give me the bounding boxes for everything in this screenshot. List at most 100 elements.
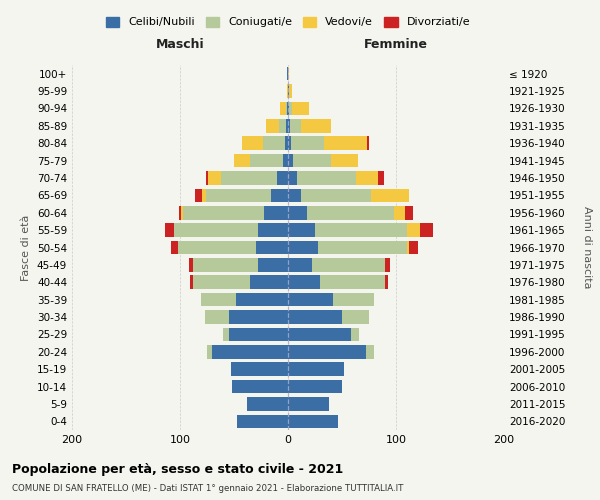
Bar	[288, 240, 318, 254]
Bar	[277, 171, 288, 185]
Bar	[288, 414, 338, 428]
Bar	[385, 276, 388, 289]
Bar	[350, 328, 359, 341]
Bar	[286, 102, 287, 115]
Bar	[206, 171, 208, 185]
Bar	[195, 188, 202, 202]
Bar	[288, 224, 315, 237]
Bar	[264, 206, 288, 220]
Bar	[271, 188, 288, 202]
Bar	[236, 293, 288, 306]
Bar	[356, 171, 377, 185]
Text: Popolazione per età, sesso e stato civile - 2021: Popolazione per età, sesso e stato civil…	[12, 462, 343, 475]
Bar	[190, 276, 193, 289]
Bar	[285, 136, 288, 150]
Bar	[367, 136, 369, 150]
Bar	[172, 240, 178, 254]
Bar	[288, 154, 293, 168]
Bar	[165, 224, 173, 237]
Bar	[287, 67, 288, 80]
Bar	[318, 240, 407, 254]
Bar	[178, 240, 256, 254]
Bar	[237, 414, 288, 428]
Text: Femmine: Femmine	[364, 38, 428, 51]
Bar	[323, 136, 367, 150]
Bar	[283, 154, 288, 168]
Bar	[266, 119, 280, 132]
Bar	[287, 102, 288, 115]
Bar	[206, 188, 271, 202]
Bar	[232, 380, 288, 394]
Bar	[331, 154, 358, 168]
Bar	[229, 310, 288, 324]
Bar	[301, 119, 331, 132]
Bar	[394, 206, 404, 220]
Y-axis label: Fasce di età: Fasce di età	[22, 214, 31, 280]
Bar	[173, 224, 258, 237]
Bar	[334, 293, 374, 306]
Legend: Celibi/Nubili, Coniugati/e, Vedovi/e, Divorziati/e: Celibi/Nubili, Coniugati/e, Vedovi/e, Di…	[101, 12, 475, 32]
Bar	[287, 84, 288, 98]
Bar	[288, 380, 342, 394]
Bar	[288, 293, 334, 306]
Bar	[288, 328, 350, 341]
Bar	[320, 276, 385, 289]
Bar	[188, 258, 193, 272]
Bar	[229, 328, 288, 341]
Bar	[289, 84, 292, 98]
Bar	[289, 102, 292, 115]
Bar	[288, 136, 291, 150]
Bar	[409, 240, 418, 254]
Bar	[200, 293, 236, 306]
Bar	[377, 171, 384, 185]
Bar	[250, 276, 288, 289]
Bar	[280, 119, 286, 132]
Bar	[205, 310, 229, 324]
Bar	[342, 310, 369, 324]
Bar	[208, 171, 221, 185]
Text: Maschi: Maschi	[155, 38, 205, 51]
Bar	[256, 240, 288, 254]
Bar	[288, 119, 290, 132]
Bar	[193, 258, 258, 272]
Bar	[288, 102, 289, 115]
Bar	[404, 206, 413, 220]
Bar	[293, 154, 331, 168]
Bar	[420, 224, 433, 237]
Bar	[234, 154, 250, 168]
Bar	[193, 276, 250, 289]
Bar	[280, 102, 286, 115]
Bar	[296, 171, 356, 185]
Bar	[231, 362, 288, 376]
Bar	[288, 258, 312, 272]
Bar	[385, 258, 389, 272]
Bar	[258, 258, 288, 272]
Bar	[301, 188, 371, 202]
Bar	[292, 102, 308, 115]
Bar	[179, 206, 181, 220]
Bar	[183, 206, 264, 220]
Bar	[288, 171, 296, 185]
Bar	[288, 362, 344, 376]
Text: COMUNE DI SAN FRATELLO (ME) - Dati ISTAT 1° gennaio 2021 - Elaborazione TUTTITAL: COMUNE DI SAN FRATELLO (ME) - Dati ISTAT…	[12, 484, 403, 493]
Bar	[286, 119, 288, 132]
Bar	[315, 224, 407, 237]
Bar	[307, 206, 394, 220]
Bar	[288, 345, 366, 358]
Bar	[288, 397, 329, 410]
Bar	[366, 345, 374, 358]
Bar	[212, 345, 288, 358]
Bar	[371, 188, 409, 202]
Bar	[242, 136, 263, 150]
Bar	[288, 84, 289, 98]
Bar	[263, 136, 285, 150]
Bar	[258, 224, 288, 237]
Y-axis label: Anni di nascita: Anni di nascita	[582, 206, 592, 289]
Bar	[202, 188, 206, 202]
Bar	[291, 136, 323, 150]
Bar	[407, 240, 409, 254]
Bar	[312, 258, 385, 272]
Bar	[223, 328, 229, 341]
Bar	[288, 188, 301, 202]
Bar	[288, 67, 289, 80]
